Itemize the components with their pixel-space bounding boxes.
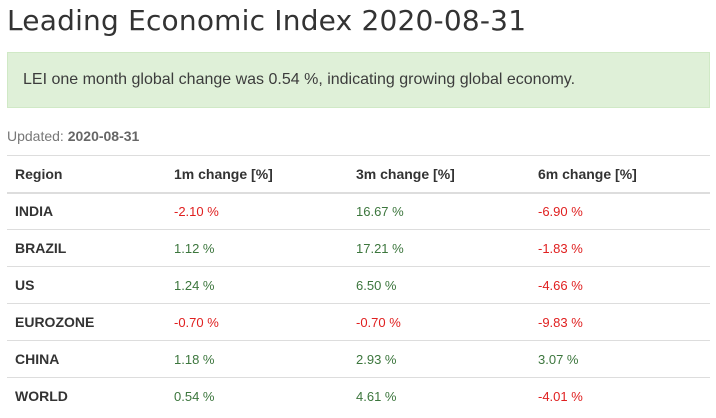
change-6m-cell: -9.83 % [530, 303, 710, 341]
table-row: US 1.24 % 6.50 % -4.66 % [7, 266, 710, 304]
column-header-1m-change: 1m change [%] [166, 155, 348, 194]
change-6m-cell: 3.07 % [530, 340, 710, 378]
region-cell: CHINA [7, 340, 166, 378]
table-row: EUROZONE -0.70 % -0.70 % -9.83 % [7, 303, 710, 341]
change-1m-cell: -2.10 % [166, 192, 348, 230]
updated-label: Updated: [7, 128, 64, 144]
change-6m-cell: -4.01 % [530, 377, 710, 415]
column-header-region: Region [7, 155, 166, 194]
updated-date: 2020-08-31 [67, 128, 140, 144]
summary-alert-text: LEI one month global change was 0.54 %, … [23, 71, 576, 88]
change-1m-cell: 0.54 % [166, 377, 348, 415]
column-header-3m-change: 3m change [%] [348, 155, 530, 194]
table-row: CHINA 1.18 % 2.93 % 3.07 % [7, 340, 710, 378]
change-6m-cell: -4.66 % [530, 266, 710, 304]
change-6m-cell: -1.83 % [530, 229, 710, 267]
change-3m-cell: 4.61 % [348, 377, 530, 415]
column-header-6m-change: 6m change [%] [530, 155, 710, 194]
table-header-row: Region 1m change [%] 3m change [%] 6m ch… [7, 155, 710, 194]
change-3m-cell: 6.50 % [348, 266, 530, 304]
change-3m-cell: 16.67 % [348, 192, 530, 230]
page-title: Leading Economic Index 2020-08-31 [7, 4, 527, 37]
updated-line: Updated: 2020-08-31 [7, 128, 139, 144]
region-cell: EUROZONE [7, 303, 166, 341]
change-1m-cell: 1.24 % [166, 266, 348, 304]
region-cell: US [7, 266, 166, 304]
summary-alert: LEI one month global change was 0.54 %, … [7, 52, 710, 108]
change-3m-cell: -0.70 % [348, 303, 530, 341]
change-3m-cell: 2.93 % [348, 340, 530, 378]
change-1m-cell: 1.18 % [166, 340, 348, 378]
table-row: INDIA -2.10 % 16.67 % -6.90 % [7, 192, 710, 230]
region-cell: WORLD [7, 377, 166, 415]
lei-table: Region 1m change [%] 3m change [%] 6m ch… [7, 155, 710, 415]
change-3m-cell: 17.21 % [348, 229, 530, 267]
change-1m-cell: -0.70 % [166, 303, 348, 341]
table-row: BRAZIL 1.12 % 17.21 % -1.83 % [7, 229, 710, 267]
change-6m-cell: -6.90 % [530, 192, 710, 230]
table-row: WORLD 0.54 % 4.61 % -4.01 % [7, 377, 710, 415]
region-cell: BRAZIL [7, 229, 166, 267]
region-cell: INDIA [7, 192, 166, 230]
change-1m-cell: 1.12 % [166, 229, 348, 267]
